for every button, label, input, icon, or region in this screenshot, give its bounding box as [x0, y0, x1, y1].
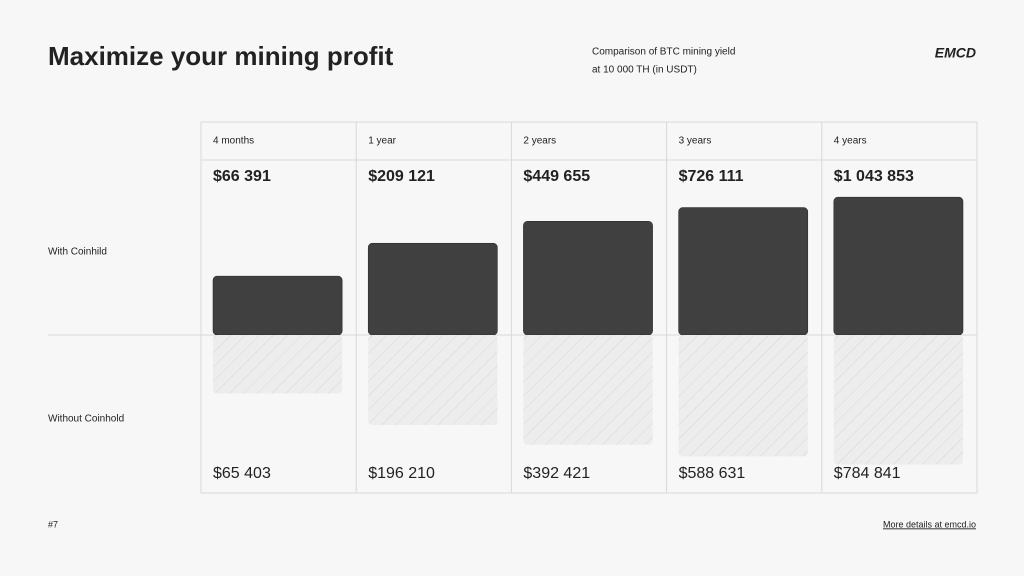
- column-header: 1 year: [368, 136, 396, 147]
- bar: [367, 242, 498, 336]
- value-label-muted: $392 421: [523, 465, 590, 482]
- subtitle: Comparison of BTC mining yield: [592, 47, 735, 58]
- value-label-muted: $196 210: [368, 465, 435, 482]
- value-label-muted: $65 403: [213, 465, 271, 482]
- bar-hatch: [213, 335, 343, 394]
- column-header: 4 months: [213, 136, 254, 147]
- value-label: $726 111: [679, 168, 744, 185]
- bar-hatch: [833, 335, 963, 465]
- bar-hatch: [368, 335, 498, 425]
- value-label: $66 391: [213, 168, 271, 185]
- value-label: $209 121: [368, 168, 435, 185]
- value-label: $1 043 853: [834, 168, 914, 185]
- footer-link[interactable]: More details at emcd.io: [883, 519, 976, 529]
- value-label: $449 655: [523, 168, 590, 185]
- column-header: 2 years: [523, 136, 556, 147]
- subtitle: at 10 000 TH (in USDT): [592, 65, 697, 76]
- row-label: Without Coinhold: [48, 414, 124, 425]
- bar: [833, 196, 964, 336]
- logo: EMCD: [935, 45, 976, 61]
- value-label-muted: $588 631: [679, 465, 746, 482]
- bar-hatch: [523, 335, 653, 445]
- column-header: 4 years: [834, 136, 867, 147]
- bar: [523, 221, 653, 336]
- value-label-muted: $784 841: [834, 465, 901, 482]
- bar: [678, 207, 809, 336]
- title: Maximize your mining profit: [48, 41, 394, 71]
- chart: With Coinhild Without Coinhold 4 months $66…: [48, 121, 978, 494]
- bar-hatch: [678, 335, 808, 457]
- row-label: With Coinhild: [48, 247, 107, 258]
- page-number: #7: [48, 519, 58, 529]
- column-header: 3 years: [679, 136, 712, 147]
- bar: [212, 275, 343, 336]
